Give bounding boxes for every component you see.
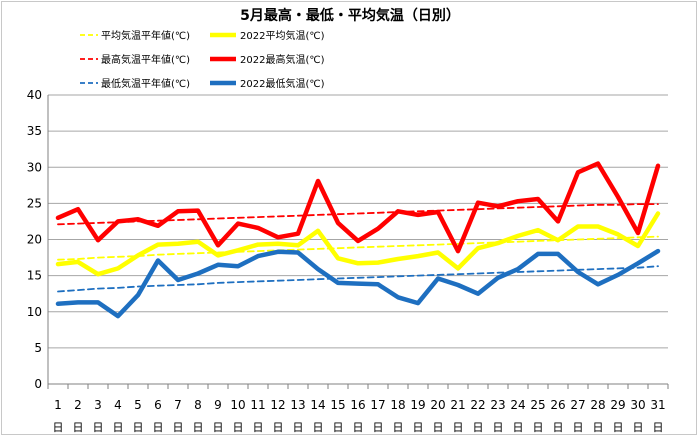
x-tick-day-suffix: 日 xyxy=(73,421,84,434)
y-axis: 0 5 10 15 20 25 30 35 40 xyxy=(27,88,49,391)
x-tick-day-suffix: 日 xyxy=(313,421,324,434)
x-tick-label: 19 xyxy=(410,398,425,412)
x-tick-label: 7 xyxy=(174,398,182,412)
x-tick-label: 31 xyxy=(650,398,665,412)
x-tick-day-suffix: 日 xyxy=(193,421,204,434)
x-tick-day-suffix: 日 xyxy=(53,421,64,434)
x-tick-day-suffix: 日 xyxy=(653,421,664,434)
x-tick-day-suffix: 日 xyxy=(213,421,224,434)
series-line-2022 xyxy=(55,161,661,254)
x-tick-day-suffix: 日 xyxy=(393,421,404,434)
x-tick-day-suffix: 日 xyxy=(93,421,104,434)
legend-label: 平均気温平年値(℃) xyxy=(101,29,190,42)
x-tick-label: 30 xyxy=(630,398,645,412)
x-tick-label: 5 xyxy=(134,398,142,412)
x-tick-label: 13 xyxy=(290,398,305,412)
x-tick-day-suffix: 日 xyxy=(473,421,484,434)
legend-label: 2022最低気温(℃) xyxy=(240,77,325,90)
legend-label: 2022平均気温(℃) xyxy=(240,29,325,42)
legend-label: 最高気温平年値(℃) xyxy=(101,53,190,66)
x-tick-label: 26 xyxy=(550,398,565,412)
x-tick-label: 1 xyxy=(54,398,62,412)
series-line-2022 xyxy=(55,211,661,277)
x-tick-label: 2 xyxy=(74,398,82,412)
series-line-normal xyxy=(57,265,659,293)
x-tick-day-suffix: 日 xyxy=(353,421,364,434)
x-tick-day-suffix: 日 xyxy=(513,421,524,434)
x-tick-label: 10 xyxy=(230,398,245,412)
x-tick-label: 28 xyxy=(590,398,605,412)
x-tick-label: 12 xyxy=(270,398,285,412)
x-tick-day-suffix: 日 xyxy=(533,421,544,434)
x-tick-label: 9 xyxy=(214,398,222,412)
y-tick-label: 25 xyxy=(27,196,42,210)
y-tick-label: 20 xyxy=(27,233,42,247)
x-tick-label: 24 xyxy=(510,398,525,412)
x-tick-day-suffix: 日 xyxy=(153,421,164,434)
x-tick-label: 23 xyxy=(490,398,505,412)
x-tick-day-suffix: 日 xyxy=(173,421,184,434)
x-tick-day-suffix: 日 xyxy=(413,421,424,434)
x-tick-day-suffix: 日 xyxy=(493,421,504,434)
series-line-2022 xyxy=(55,248,661,319)
legend-label: 最低気温平年値(℃) xyxy=(101,77,190,90)
legend: 平均気温平年値(℃) 2022平均気温(℃) 最高気温平年値(℃) 2022最高気温(… xyxy=(80,29,325,90)
x-tick-label: 22 xyxy=(470,398,485,412)
x-tick-day-suffix: 日 xyxy=(253,421,264,434)
series-layer xyxy=(55,161,661,319)
chart-title: 5月最高・最低・平均気温（日別） xyxy=(240,7,460,24)
x-tick-label: 25 xyxy=(530,398,545,412)
gridlines xyxy=(48,94,668,385)
x-tick-label: 20 xyxy=(430,398,445,412)
y-tick-label: 10 xyxy=(27,305,42,319)
x-tick-label: 15 xyxy=(330,398,345,412)
y-tick-label: 0 xyxy=(34,377,42,391)
x-tick-day-suffix: 日 xyxy=(433,421,444,434)
x-tick-day-suffix: 日 xyxy=(113,421,124,434)
x-tick-day-suffix: 日 xyxy=(613,421,624,434)
x-tick-label: 16 xyxy=(350,398,365,412)
x-tick-day-suffix: 日 xyxy=(573,421,584,434)
legend-label: 2022最高気温(℃) xyxy=(240,53,325,66)
x-tick-day-suffix: 日 xyxy=(273,421,284,434)
x-tick-label: 3 xyxy=(94,398,102,412)
y-tick-label: 40 xyxy=(27,88,42,102)
x-tick-label: 11 xyxy=(250,398,265,412)
y-tick-label: 15 xyxy=(27,269,42,283)
y-tick-label: 30 xyxy=(27,160,42,174)
x-tick-label: 17 xyxy=(370,398,385,412)
x-tick-label: 14 xyxy=(310,398,325,412)
x-axis: 1日2日3日4日5日6日7日8日9日10日11日12日13日14日15日16日1… xyxy=(47,384,669,434)
series-line-normal xyxy=(57,203,659,226)
x-tick-day-suffix: 日 xyxy=(453,421,464,434)
x-tick-day-suffix: 日 xyxy=(633,421,644,434)
x-tick-day-suffix: 日 xyxy=(373,421,384,434)
x-tick-label: 27 xyxy=(570,398,585,412)
y-tick-label: 35 xyxy=(27,124,42,138)
x-tick-day-suffix: 日 xyxy=(553,421,564,434)
x-tick-label: 21 xyxy=(450,398,465,412)
x-tick-day-suffix: 日 xyxy=(293,421,304,434)
x-tick-label: 8 xyxy=(194,398,202,412)
x-tick-label: 18 xyxy=(390,398,405,412)
x-tick-day-suffix: 日 xyxy=(593,421,604,434)
y-tick-label: 5 xyxy=(34,341,42,355)
x-tick-label: 6 xyxy=(154,398,162,412)
x-tick-day-suffix: 日 xyxy=(133,421,144,434)
x-tick-day-suffix: 日 xyxy=(233,421,244,434)
x-tick-day-suffix: 日 xyxy=(333,421,344,434)
x-tick-label: 29 xyxy=(610,398,625,412)
x-tick-label: 4 xyxy=(114,398,122,412)
